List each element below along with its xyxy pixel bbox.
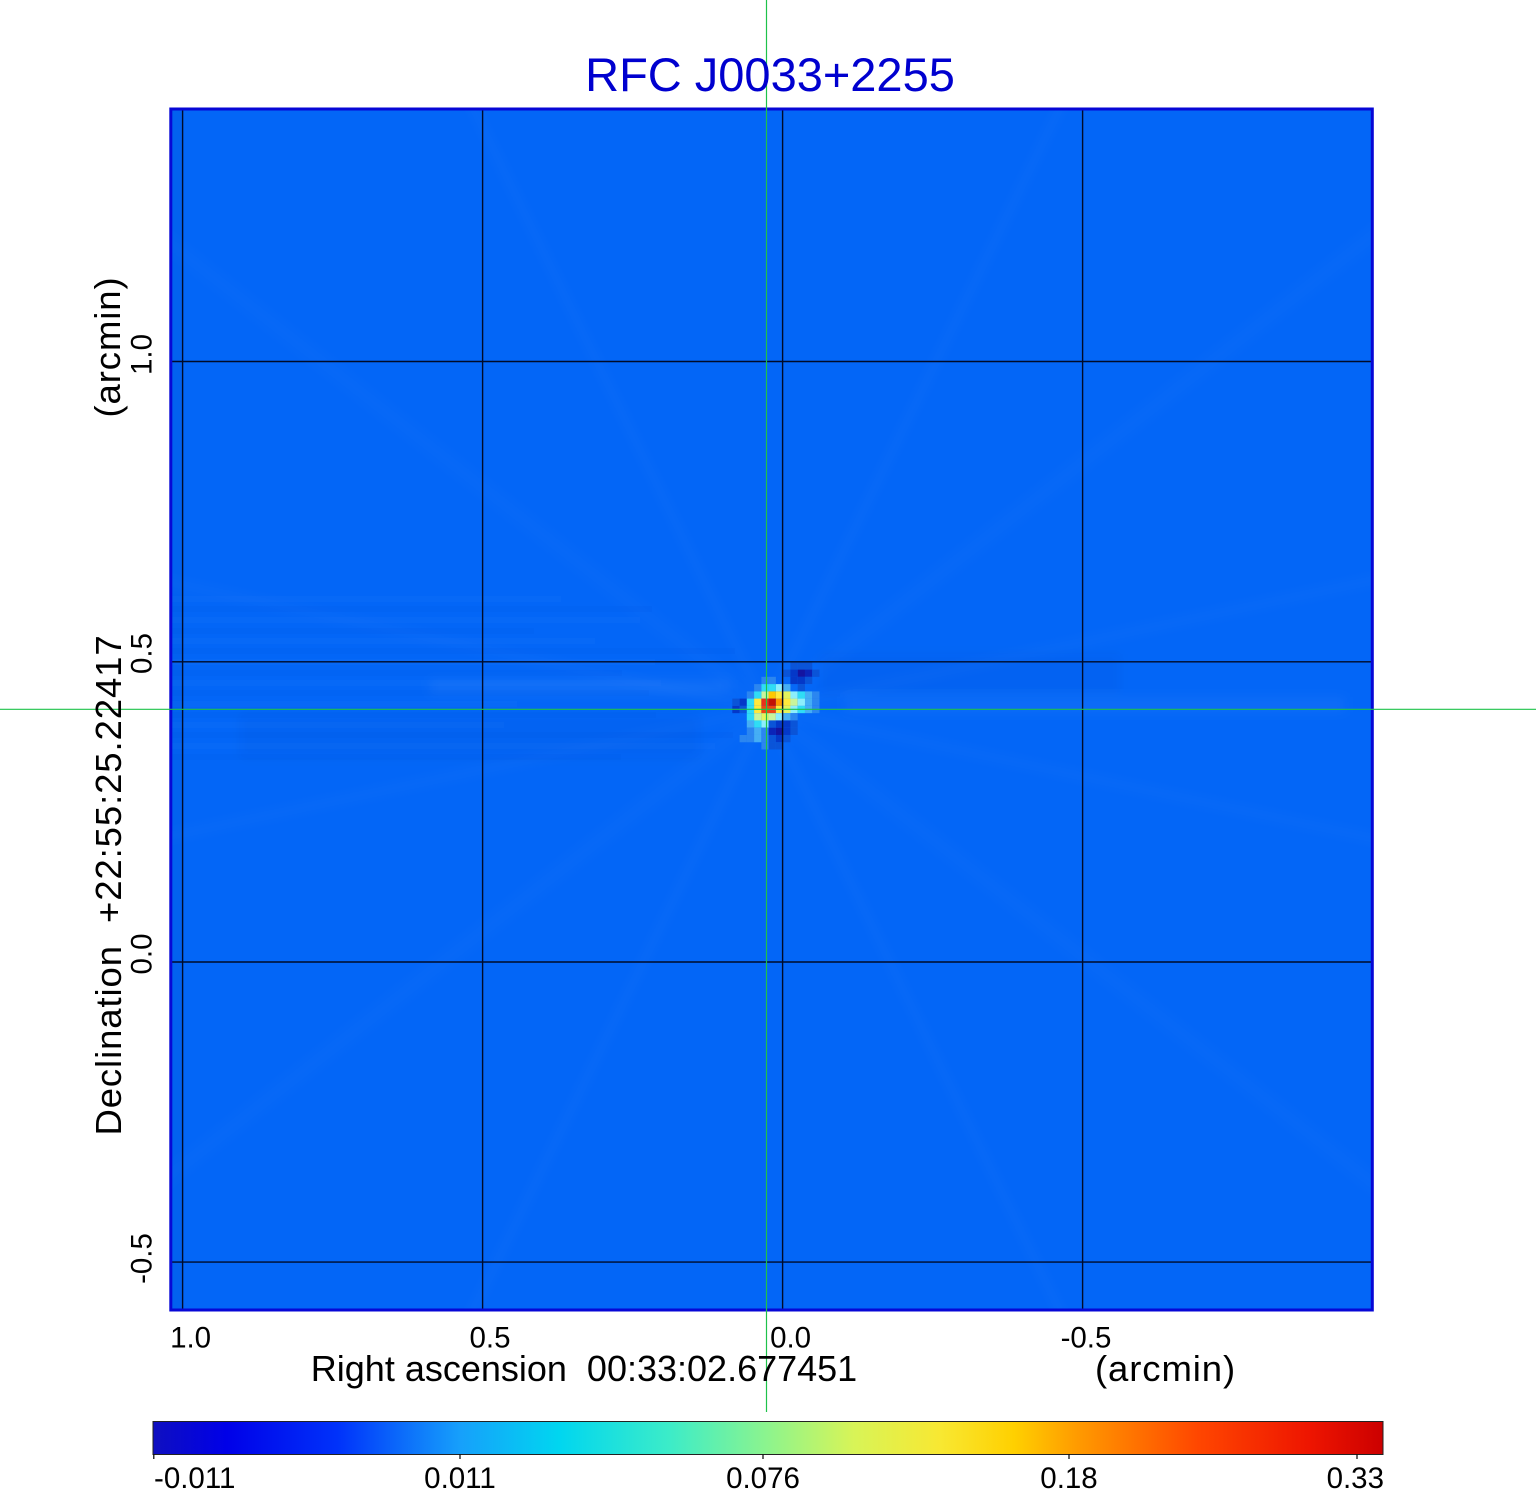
svg-text:1.0: 1.0 bbox=[170, 1322, 211, 1355]
svg-text:Right ascension 00:33:02.6774: Right ascension 00:33:02.677451 bbox=[311, 1348, 857, 1389]
svg-text:-0.5: -0.5 bbox=[126, 1233, 159, 1284]
svg-text:0.011: 0.011 bbox=[424, 1462, 496, 1495]
svg-text:0.0: 0.0 bbox=[126, 933, 159, 974]
svg-text:0.18: 0.18 bbox=[1040, 1462, 1097, 1495]
svg-text:(arcmin): (arcmin) bbox=[87, 276, 128, 417]
svg-text:0.33: 0.33 bbox=[1327, 1462, 1384, 1495]
svg-text:(arcmin): (arcmin) bbox=[1095, 1348, 1236, 1389]
svg-text:-0.5: -0.5 bbox=[1061, 1322, 1112, 1355]
svg-text:RFC J0033+2255: RFC J0033+2255 bbox=[585, 48, 955, 101]
svg-text:0.0: 0.0 bbox=[770, 1322, 811, 1355]
svg-text:-0.011: -0.011 bbox=[154, 1462, 235, 1495]
svg-text:1.0: 1.0 bbox=[126, 334, 159, 375]
svg-text:0.076: 0.076 bbox=[726, 1462, 800, 1495]
svg-text:0.5: 0.5 bbox=[469, 1322, 510, 1355]
svg-text:Declination +22:55:25.22417: Declination +22:55:25.22417 bbox=[88, 634, 129, 1135]
svg-text:0.5: 0.5 bbox=[126, 633, 159, 674]
